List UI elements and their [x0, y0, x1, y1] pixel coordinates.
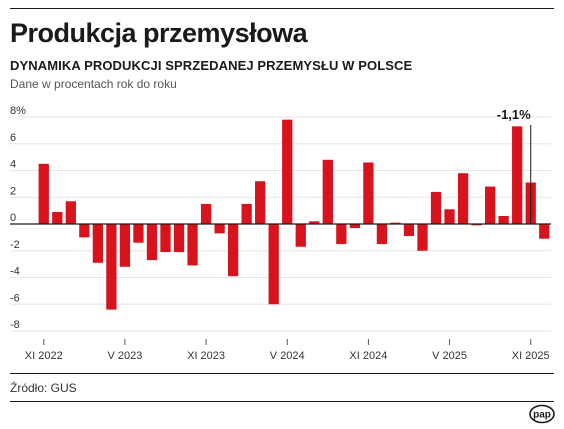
bar: [390, 222, 401, 224]
bar: [268, 224, 279, 305]
x-tick-label: V 2025: [432, 350, 467, 362]
bar: [173, 224, 185, 253]
pap-logo-text: pap: [533, 410, 551, 421]
bar: [498, 215, 509, 224]
units-note: Dane w procentach rok do roku: [10, 77, 177, 91]
bar: [512, 126, 523, 224]
bar: [106, 224, 117, 310]
bar: [52, 211, 63, 224]
bar: [282, 119, 293, 224]
x-tick-label: XI 2022: [25, 350, 63, 362]
y-tick-label: 0: [10, 212, 16, 224]
y-tick-label: -6: [10, 292, 20, 304]
x-tick-label: XI 2024: [349, 350, 387, 362]
y-tick-label: -2: [10, 239, 20, 251]
bar: [336, 224, 347, 245]
y-tick-label: -8: [10, 319, 20, 331]
chart-subtitle: DYNAMIKA PRODUKCJI SPRZEDANEJ PRZEMYSŁU …: [10, 58, 413, 73]
bar: [241, 203, 252, 224]
grid-lines: [10, 116, 551, 332]
bar: [349, 224, 361, 229]
bar: [187, 224, 198, 266]
bar: [376, 224, 388, 245]
source-note: Źródło: GUS: [10, 381, 77, 395]
axes: [10, 223, 551, 345]
bar: [363, 162, 374, 224]
bottom-rule-lower: [10, 401, 554, 402]
bar: [484, 186, 496, 224]
x-tick-label: XI 2025: [512, 350, 550, 362]
pap-logo: pap: [529, 404, 555, 424]
bar: [430, 191, 442, 224]
bar: [403, 224, 415, 237]
bar: [200, 203, 212, 224]
bar: [309, 221, 320, 224]
bar: [38, 163, 49, 224]
x-tick-label: V 2024: [270, 350, 305, 362]
y-tick-label: 4: [10, 159, 16, 171]
bar: [295, 224, 306, 247]
x-tick-label: V 2023: [107, 350, 142, 362]
y-tick-label: 6: [10, 132, 16, 144]
bar: [133, 224, 144, 243]
bar: [65, 201, 76, 224]
bar: [146, 224, 158, 261]
top-rule: [10, 8, 554, 9]
bar: [160, 224, 171, 253]
y-tick-label: 8%: [10, 105, 26, 117]
bar: [79, 224, 90, 238]
bar: [444, 209, 455, 224]
bar: [227, 224, 239, 277]
bar: [214, 224, 225, 234]
tick-labels: 8% 6 4 2 0 -2 -4 -6 -8 XI 2022 V 2023 XI 2023 V 2024…: [10, 105, 550, 362]
bar: [92, 224, 104, 263]
bar: [471, 224, 482, 226]
bar: [539, 224, 550, 239]
y-tick-label: -4: [10, 266, 20, 278]
chart-title: Produkcja przemysłowa: [10, 18, 308, 48]
bar: [322, 159, 333, 224]
x-tick-label: XI 2023: [187, 350, 225, 362]
bar: [119, 224, 131, 267]
callout-label: -1,1%: [497, 107, 531, 122]
bottom-rule-upper: [10, 373, 554, 374]
bars: [38, 119, 550, 310]
latest-value-callout: -1,1%: [497, 107, 532, 224]
y-tick-label: 2: [10, 185, 16, 197]
bar: [457, 173, 469, 224]
bar: [417, 224, 428, 251]
bar: [255, 181, 266, 224]
